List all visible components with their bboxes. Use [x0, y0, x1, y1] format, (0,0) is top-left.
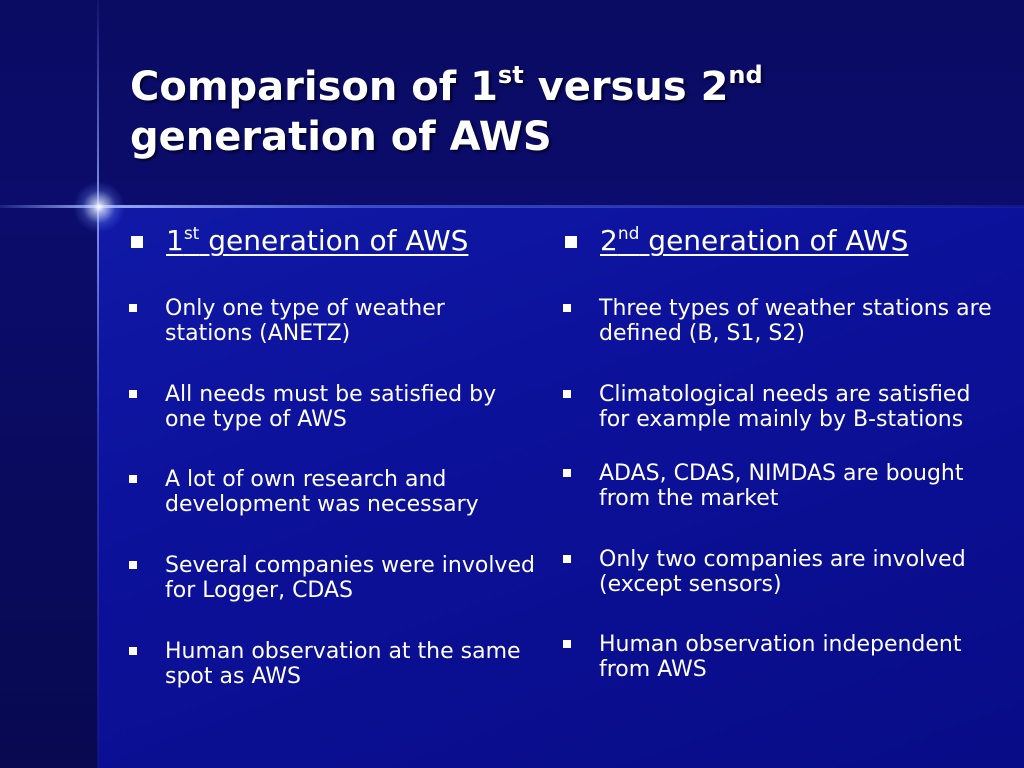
square-bullet-icon — [129, 475, 137, 483]
right-column: 2nd generation of AWS Three types of wea… — [562, 223, 1002, 682]
left-margin-background — [0, 207, 98, 768]
light-flare-decoration — [73, 181, 125, 233]
square-bullet-icon — [131, 236, 143, 248]
left-column-heading: 1st generation of AWS — [128, 223, 538, 259]
square-bullet-icon — [563, 469, 571, 477]
square-bullet-icon — [565, 236, 577, 248]
list-item: ADAS, CDAS, NIMDAS are bought from the m… — [562, 461, 1002, 511]
square-bullet-icon — [129, 390, 137, 398]
list-item: Several companies were involved for Logg… — [128, 553, 538, 603]
list-item: A lot of own research and development wa… — [128, 467, 538, 517]
list-item: Only one type of weather stations (ANETZ… — [128, 296, 538, 346]
right-column-heading: 2nd generation of AWS — [562, 223, 1002, 259]
left-column: 1st generation of AWS Only one type of w… — [128, 223, 538, 689]
square-bullet-icon — [563, 640, 571, 648]
square-bullet-icon — [563, 555, 571, 563]
square-bullet-icon — [129, 304, 137, 312]
square-bullet-icon — [563, 304, 571, 312]
list-item: Human observation independent from AWS — [562, 632, 1002, 682]
list-item: Only two companies are involved (except … — [562, 547, 1002, 597]
content-background — [98, 207, 1024, 768]
title-background — [0, 0, 1024, 207]
square-bullet-icon — [563, 390, 571, 398]
list-item: Three types of weather stations are defi… — [562, 296, 1002, 346]
list-item: Climatological needs are satisfied for e… — [562, 382, 1002, 432]
square-bullet-icon — [129, 647, 137, 655]
title-superscript-st: st — [497, 61, 524, 89]
vertical-divider-line — [97, 0, 99, 768]
list-item: Human observation at the same spot as AW… — [128, 639, 538, 689]
title-superscript-nd: nd — [728, 61, 763, 89]
list-item: All needs must be satisfied by one type … — [128, 382, 538, 432]
slide-title: Comparison of 1st versus 2nd generation o… — [130, 61, 763, 160]
horizontal-divider-line — [0, 205, 1024, 208]
square-bullet-icon — [129, 561, 137, 569]
